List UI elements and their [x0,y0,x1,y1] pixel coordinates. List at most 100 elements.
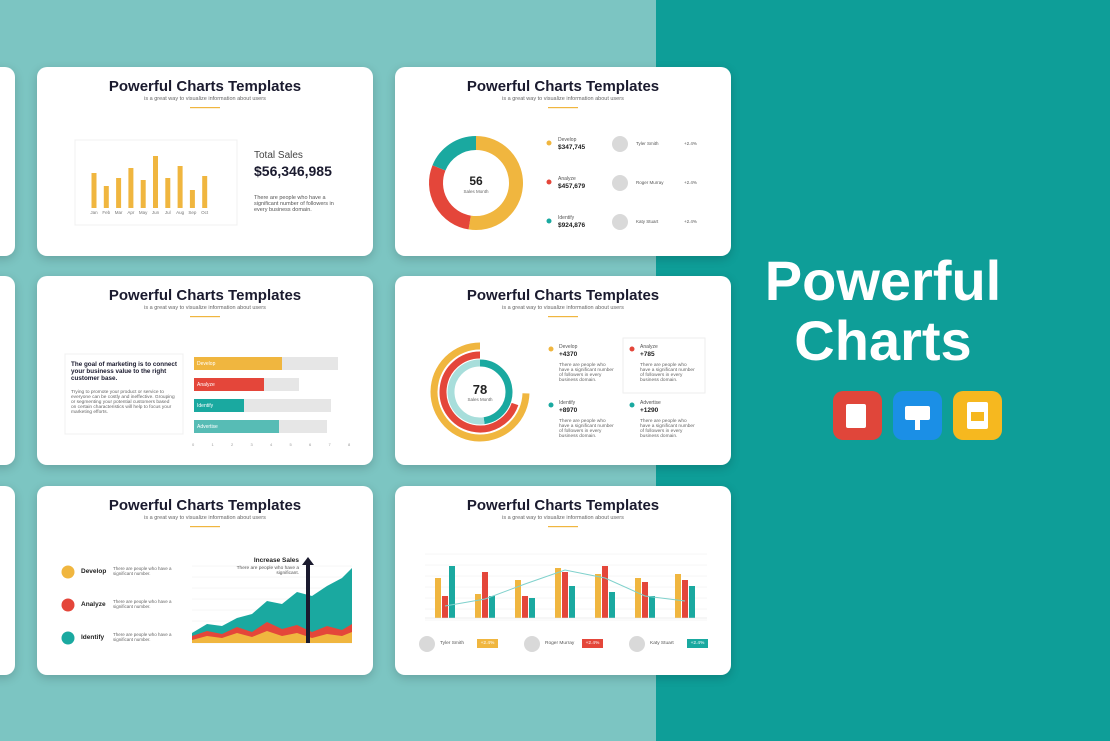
icon-glyph [971,412,984,421]
hero-title: Charts [794,309,972,372]
bar [194,399,244,412]
avatar [612,136,628,152]
bar [189,190,195,208]
axis-label: 8 [348,442,351,447]
axis-label: 1 [211,442,214,447]
bar [165,178,171,208]
slide-title: Powerful Charts Templates [466,78,660,95]
highlight-card [622,337,706,394]
month-label: May [138,210,148,215]
badge [477,639,498,648]
slide: Powerful Charts Templates is a great way … [37,276,373,465]
title-underline [548,526,578,528]
bar [475,594,481,618]
bar [642,582,648,618]
title-underline [190,107,220,109]
legend-dot [546,179,552,185]
bar [449,566,455,618]
bar [555,568,561,618]
avatar [612,175,628,191]
axis-label: 7 [328,442,331,447]
slide: Powerful Charts Templates is a great way … [395,486,731,675]
slide-title: Powerful Charts Templates [466,497,660,514]
bar [435,578,441,618]
item-icon [61,631,75,645]
headline: The goal of marketing is to connect your… [71,361,178,382]
month-label: Jun [151,210,160,215]
person-name: Tyler Smith [636,141,659,146]
axis-label: 4 [270,442,273,447]
bar [569,586,575,618]
slide-title: Powerful Charts Templates [466,287,660,304]
slide-subtitle: is a great way to visualize information … [144,96,266,102]
callout-title: Increase Sales [253,557,299,564]
slide: Powerful Charts Templates is a great way … [37,67,373,256]
stat-value: $56,346,985 [254,163,332,179]
slide-subtitle: is a great way to visualize information … [144,515,266,521]
ring-value: 78 [472,382,488,397]
avatar [612,214,628,230]
donut-label: Sales Month [463,189,489,194]
ring [430,342,530,442]
ring [447,359,485,425]
bar-label: Develop [197,361,216,367]
bar [103,186,109,208]
title-underline [190,316,220,318]
stat-note: There are people who have a significant … [254,195,334,213]
bar [202,176,208,208]
ring-label: Sales Month [467,397,493,402]
avatar [419,636,435,652]
bar [194,378,264,391]
person-name: Katy Stuart [650,641,674,646]
item-note: There are people who have a significant … [113,599,172,609]
axis-label: 6 [309,442,312,447]
badge [687,639,708,648]
axis-label: 2 [231,442,234,447]
bar-label: Analyze [197,382,215,388]
hero-title: Powerful [764,249,1002,312]
bar [635,578,641,618]
legend-value: $457,679 [558,183,586,190]
bar [602,566,608,618]
person-change: +2.4% [684,180,697,185]
callout-note: There are people who have a significant. [236,566,299,576]
item-note: There are people who have a significant … [113,566,172,576]
area [192,568,352,643]
legend-name: Identify [558,215,575,221]
paragraph: Trying to promote your product or servic… [71,390,175,415]
person-change: +2.4% [684,141,697,146]
bar [194,420,279,433]
slide-subtitle: is a great way to visualize information … [144,305,266,311]
bar [482,572,488,618]
person-name: Katy Stuart [636,219,659,224]
donut-segment [468,136,523,230]
donut-segment [429,165,472,230]
item-dot [629,402,635,408]
month-label: Mar [114,210,123,215]
axis-label: 3 [250,442,253,447]
bar [489,596,495,618]
month-label: Apr [127,210,135,215]
bar [515,580,521,618]
axis-label: 0 [192,442,195,447]
item-dot [548,346,554,352]
item-name: Identify [81,634,105,641]
slide-graphics [74,107,238,226]
bar [595,574,601,618]
slide-title: Powerful Charts Templates [108,78,302,95]
item-value: +1290 [640,407,659,414]
bar [522,596,528,618]
item-note: There are people who have a significant … [640,363,695,383]
month-label: Sep [188,210,197,215]
month-label: Jul [164,210,171,215]
item-note: There are people who have a significant … [640,419,695,439]
person-name: Tyler Smith [440,641,464,646]
slide-edge [0,67,15,256]
slide: Powerful Charts Templates is a great way … [37,486,373,675]
slide-subtitle: is a great way to visualize information … [502,515,624,521]
slide: Powerful Charts Templates is a great way … [395,67,731,256]
item-name: Analyze [81,601,106,608]
bar-label: Identify [197,403,214,409]
person-change: +2.4% [690,641,705,646]
